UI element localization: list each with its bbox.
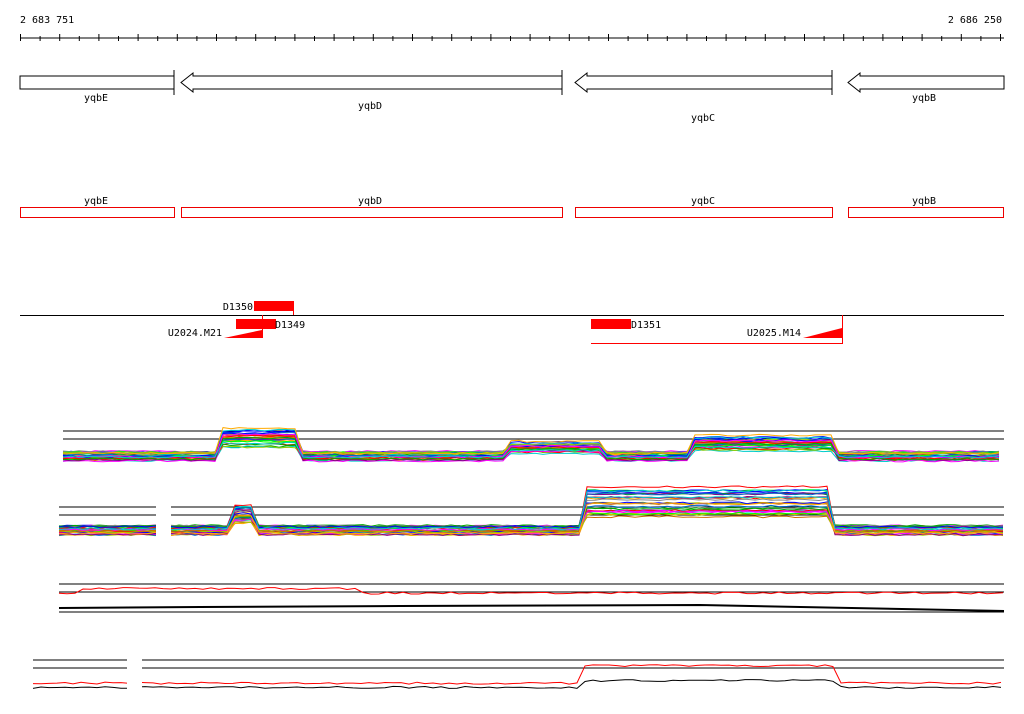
- gene-box[interactable]: [20, 207, 175, 218]
- track-gap: [127, 655, 142, 705]
- track-profile: [32, 664, 1002, 685]
- feature-box[interactable]: [254, 301, 294, 311]
- feature-box[interactable]: [236, 319, 276, 329]
- gene-label: yqbB: [912, 93, 936, 104]
- features: D1350 D1349 U2024.M21 D1351 U2025.M14: [20, 301, 1004, 344]
- track-profile: [58, 496, 1004, 529]
- track-profile: [58, 512, 1004, 534]
- feature-label: D1350: [223, 302, 253, 313]
- feature-label: U2025.M14: [747, 328, 801, 339]
- track-profile: [58, 489, 1004, 531]
- track-profile: [58, 492, 1004, 528]
- gene-arrows: [19, 70, 1005, 95]
- feature-triangle[interactable]: [803, 328, 842, 338]
- feature-label: D1351: [631, 320, 661, 331]
- gene-box-label: yqbB: [912, 196, 936, 207]
- track-profile: [58, 502, 1004, 535]
- track-profile: [32, 679, 1002, 689]
- gene-box[interactable]: [181, 207, 563, 218]
- track-profile: [59, 498, 1004, 528]
- gene-arrow[interactable]: [19, 75, 175, 90]
- feature-triangle[interactable]: [224, 330, 262, 338]
- track-profile: [58, 491, 1004, 528]
- feature-bracket: [591, 315, 843, 344]
- track-profile: [58, 587, 1004, 595]
- track-profile: [62, 445, 999, 463]
- feature-label: D1349: [275, 320, 305, 331]
- ruler: 2 683 751 2 686 250: [20, 15, 1004, 41]
- gene-arrow[interactable]: [574, 71, 833, 94]
- track-gap: [156, 502, 171, 552]
- track-profile: [58, 603, 1005, 612]
- track-profile: [62, 441, 1000, 459]
- gene-boxes: [20, 207, 1004, 218]
- gene-label: yqbE: [84, 93, 108, 104]
- ruler-ticks: [20, 34, 1001, 41]
- gene-label: yqbC: [691, 113, 715, 124]
- track-profile: [58, 492, 1004, 530]
- track-profile: [58, 509, 1004, 532]
- gene-label: yqbD: [358, 101, 382, 112]
- track-profile: [58, 495, 1004, 529]
- gene-box-label: yqbC: [691, 196, 715, 207]
- ruler-end: 2 686 250: [948, 15, 1002, 26]
- ruler-start: 2 683 751: [20, 15, 74, 26]
- track-profile: [58, 501, 1004, 529]
- gene-arrow[interactable]: [847, 71, 1005, 94]
- gene-box-label: yqbD: [358, 196, 382, 207]
- feature-box[interactable]: [591, 319, 631, 329]
- gene-box[interactable]: [575, 207, 833, 218]
- gene-arrow[interactable]: [180, 71, 563, 94]
- gene-box-label: yqbE: [84, 196, 108, 207]
- track-profile: [62, 427, 1000, 455]
- gene-box[interactable]: [848, 207, 1004, 218]
- feature-label: U2024.M21: [168, 328, 222, 339]
- expression-tracks: [32, 427, 1005, 705]
- track-profile: [58, 509, 1004, 528]
